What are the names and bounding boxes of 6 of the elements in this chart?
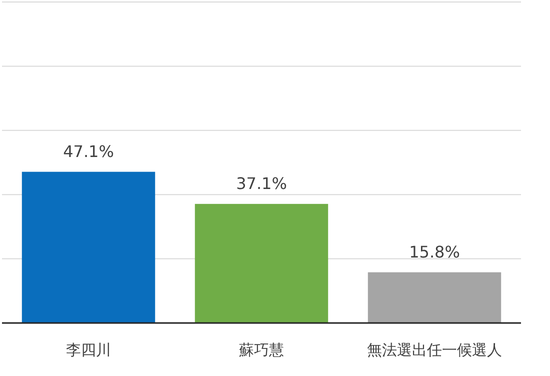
x-tick-label: 無法選出任一候選人 [367,341,502,359]
data-label: 15.8% [409,242,460,262]
x-tick-label: 蘇巧慧 [239,341,284,359]
data-label: 37.1% [236,174,287,193]
x-tick-label: 李四川 [66,341,111,359]
data-label: 47.1% [63,142,114,161]
